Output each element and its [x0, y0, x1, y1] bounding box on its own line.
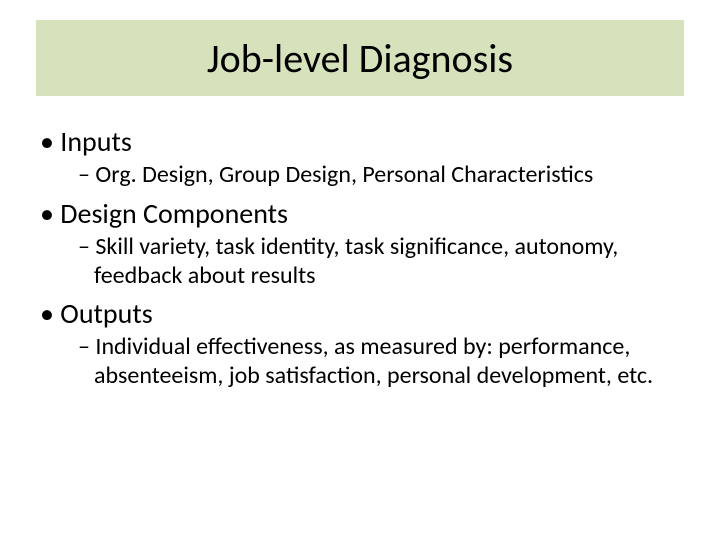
- bullet-outputs-sub: Individual effectiveness, as measured by…: [36, 333, 684, 391]
- bullet-design-components-sub: Skill variety, task identity, task signi…: [36, 233, 684, 291]
- slide: Job-level Diagnosis Inputs Org. Design, …: [0, 0, 720, 540]
- title-bar: Job-level Diagnosis: [36, 20, 684, 96]
- bullet-inputs: Inputs: [36, 124, 684, 159]
- bullet-inputs-sub: Org. Design, Group Design, Personal Char…: [36, 161, 684, 190]
- slide-title: Job-level Diagnosis: [207, 34, 513, 83]
- slide-body: Inputs Org. Design, Group Design, Person…: [36, 118, 684, 397]
- bullet-outputs: Outputs: [36, 296, 684, 331]
- bullet-design-components: Design Components: [36, 196, 684, 231]
